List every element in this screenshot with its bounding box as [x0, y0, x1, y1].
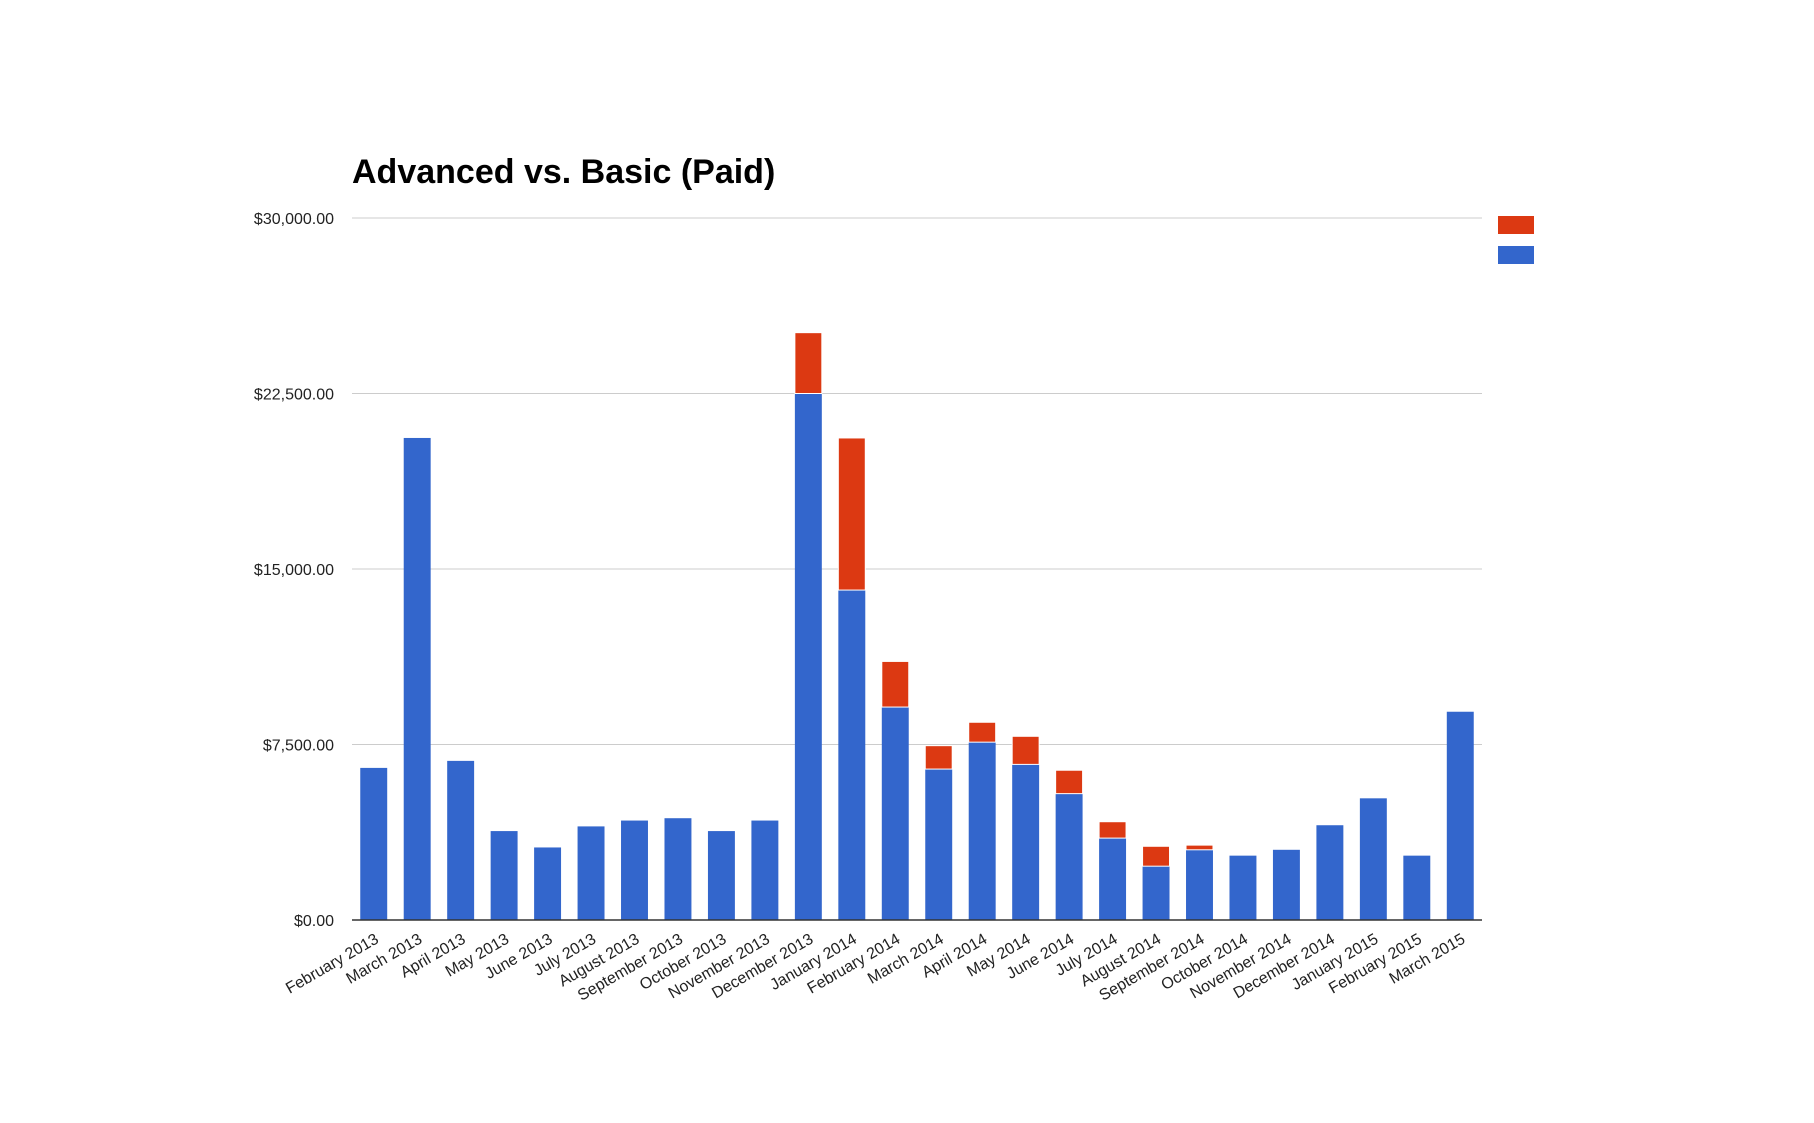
y-tick-label: $15,000.00: [254, 562, 334, 579]
bar-segment: [1055, 793, 1083, 920]
bar-segment: [1316, 825, 1344, 920]
bar-segment: [794, 393, 822, 920]
bar-segment: [577, 826, 605, 920]
bar-segment: [924, 745, 953, 770]
y-tick-label: $7,500.00: [263, 738, 334, 755]
bar-segment: [1098, 821, 1127, 839]
bar-segment: [621, 820, 648, 920]
legend-swatch: [1498, 246, 1534, 264]
bar-segment: [447, 760, 475, 920]
legend-swatch: [1498, 216, 1534, 234]
bar-segment: [1099, 838, 1127, 920]
bar-segment: [490, 831, 518, 920]
bar-segment: [403, 437, 431, 920]
bar-segment: [881, 660, 910, 708]
bar-segment: [1229, 855, 1257, 920]
bar-segment: [794, 332, 823, 395]
bar-segment: [1012, 764, 1040, 920]
legend: [1498, 216, 1534, 264]
bar-segment: [1359, 798, 1387, 920]
bar-segment: [1403, 855, 1431, 920]
bar-segment: [881, 707, 909, 920]
y-tick-label: $30,000.00: [254, 211, 334, 228]
bar-segment: [1011, 735, 1040, 765]
bar-segment: [1272, 849, 1300, 920]
bar-segment: [1186, 849, 1213, 920]
bar-segment: [968, 721, 997, 743]
bar-segment: [1142, 845, 1171, 867]
bar-segment: [1446, 711, 1474, 920]
chart-title: Advanced vs. Basic (Paid): [352, 153, 775, 191]
bar-segment: [1142, 866, 1170, 920]
bar-segment: [1055, 769, 1084, 795]
bar-segment: [664, 818, 692, 920]
bar-segment: [534, 847, 562, 920]
bar-segment: [360, 767, 388, 920]
bar-segment: [838, 590, 866, 920]
y-tick-label: $22,500.00: [254, 387, 334, 404]
gridlines: [352, 217, 1482, 745]
bars: [360, 332, 1474, 920]
y-tick-label: $0.00: [294, 913, 334, 930]
bar-segment: [1185, 844, 1214, 851]
bar-segment: [751, 820, 779, 920]
bar-segment: [968, 742, 996, 920]
bar-segment: [707, 831, 735, 920]
bar-segment: [925, 769, 953, 920]
bar-segment: [837, 437, 866, 591]
